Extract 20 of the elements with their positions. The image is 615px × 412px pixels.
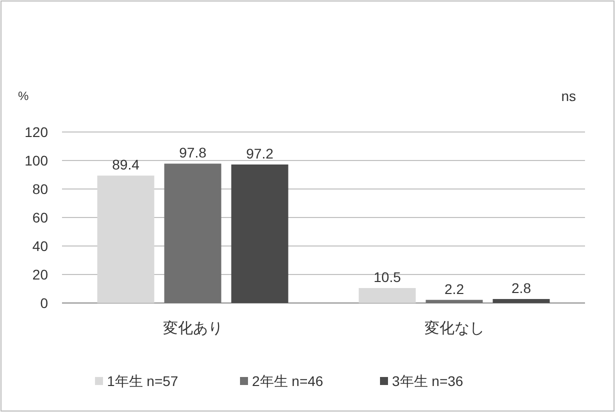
- x-tick-label: 変化なし: [424, 320, 484, 337]
- y-tick-label: 80: [32, 181, 48, 197]
- x-tick-label: 変化あり: [162, 320, 223, 337]
- data-label: 97.8: [179, 144, 207, 161]
- text: ns: [561, 88, 576, 104]
- legend-label: 1年生 n=57: [107, 373, 178, 389]
- y-tick-label: 120: [24, 124, 48, 140]
- y-tick-label: 60: [32, 210, 48, 226]
- y-axis-title: %: [18, 89, 29, 103]
- data-label: 2.2: [444, 280, 464, 297]
- legend-label: 3年生 n=36: [392, 373, 464, 389]
- y-tick-label: 20: [32, 266, 48, 282]
- legend-label: 2年生 n=46: [252, 373, 324, 389]
- data-label: 10.5: [374, 269, 402, 286]
- data-label: 97.2: [246, 145, 274, 162]
- y-tick-label: 0: [40, 295, 48, 311]
- y-tick-label: 40: [32, 238, 48, 254]
- data-label: 89.4: [112, 156, 140, 173]
- y-tick-label: 100: [24, 152, 48, 168]
- data-label: 2.8: [512, 280, 532, 296]
